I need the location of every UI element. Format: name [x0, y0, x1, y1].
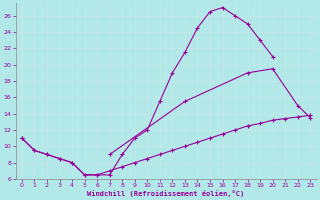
X-axis label: Windchill (Refroidissement éolien,°C): Windchill (Refroidissement éolien,°C) — [87, 190, 245, 197]
